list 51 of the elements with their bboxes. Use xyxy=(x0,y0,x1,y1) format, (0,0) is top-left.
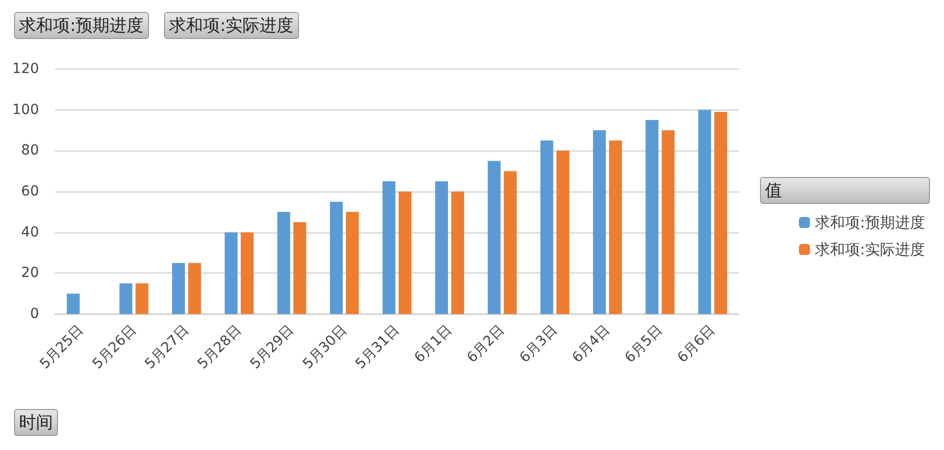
x-tick-label: 6月4日 xyxy=(569,322,614,366)
x-tick-label: 6月1日 xyxy=(412,322,456,366)
y-tick-label: 20 xyxy=(21,265,39,282)
y-tick-label: 120 xyxy=(12,61,39,77)
y-tick-label: 60 xyxy=(21,184,39,200)
bar xyxy=(488,160,501,314)
bar xyxy=(435,181,448,314)
bar xyxy=(330,202,343,314)
bar xyxy=(451,192,464,314)
bar xyxy=(188,262,202,314)
bar xyxy=(293,222,306,314)
bar xyxy=(224,232,238,314)
bar xyxy=(119,283,132,314)
x-tick-label: 6月3日 xyxy=(516,322,561,366)
bar xyxy=(592,130,606,314)
x-tick-label: 5月28日 xyxy=(194,322,245,372)
legend-label: 求和项:预期进度 xyxy=(814,214,926,232)
text: 求和项:实际进度 xyxy=(164,12,299,39)
bar xyxy=(346,212,359,314)
x-tick-label: 6月6日 xyxy=(674,322,718,366)
y-tick-label: 100 xyxy=(12,102,39,118)
text: 时间 xyxy=(14,409,58,436)
bar xyxy=(504,171,517,314)
bar xyxy=(609,140,622,314)
bar xyxy=(556,150,570,314)
bar xyxy=(714,112,728,314)
bar xyxy=(66,294,80,314)
x-tick-label: 5月27日 xyxy=(142,322,192,372)
x-tick-label: 5月26日 xyxy=(90,322,140,372)
text: 求和项:预期进度 xyxy=(14,12,149,39)
bar xyxy=(698,110,712,314)
x-tick-label: 6月5日 xyxy=(622,322,666,366)
bar xyxy=(240,232,254,314)
y-tick-label: 0 xyxy=(30,306,39,322)
y-tick-label: 80 xyxy=(21,142,39,159)
x-tick-label: 5月29日 xyxy=(247,322,298,372)
x-tick-label: 6月2日 xyxy=(464,322,508,366)
legend-title: 值 xyxy=(760,177,930,204)
x-tick-label: 5月30日 xyxy=(300,322,350,372)
legend-label: 求和项:实际进度 xyxy=(814,240,926,258)
bar xyxy=(277,212,290,314)
bar xyxy=(136,283,148,314)
bar xyxy=(540,140,554,314)
bar xyxy=(646,120,658,314)
bar xyxy=(398,192,412,314)
bar xyxy=(662,130,675,314)
x-tick-label: 5月25日 xyxy=(36,322,87,372)
bar xyxy=(172,262,185,314)
y-tick-label: 40 xyxy=(21,224,39,240)
x-tick-label: 5月31日 xyxy=(352,322,403,372)
bar xyxy=(382,181,396,314)
